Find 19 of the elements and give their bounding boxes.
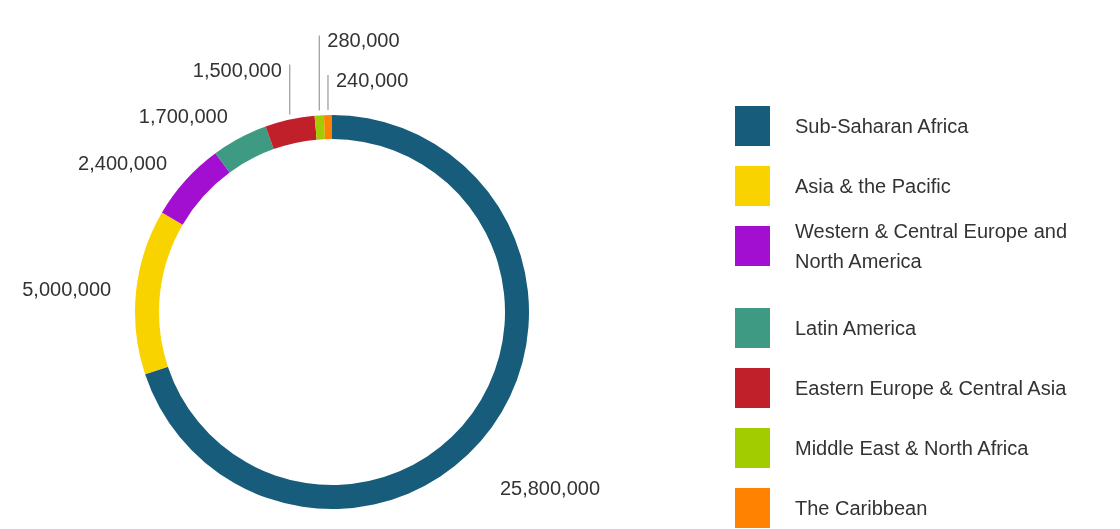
data-label: 5,000,000 xyxy=(22,278,112,300)
donut-slice xyxy=(215,126,274,173)
donut-slice xyxy=(135,212,183,375)
legend-label: Latin America xyxy=(795,317,918,339)
donut-slice xyxy=(314,115,325,140)
data-label: 240,000 xyxy=(335,69,409,92)
legend-label: The Caribbean xyxy=(795,497,928,519)
legend-label: Eastern Europe & Central Asia xyxy=(795,377,1068,399)
donut-slice xyxy=(265,115,317,150)
data-label: 25,800,000 xyxy=(499,477,601,500)
donut-slice xyxy=(323,115,332,140)
data-label: 1,700,000 xyxy=(138,104,228,127)
legend-label: Asia & the Pacific xyxy=(795,175,951,197)
legend-label: Western & Central Europe and North America xyxy=(795,220,1068,272)
data-label: 280,000 xyxy=(327,29,400,52)
data-label: 2,400,000 xyxy=(78,152,168,175)
legend-label: Sub-Saharan Africa xyxy=(795,115,970,137)
data-label: 1,500,000 xyxy=(192,58,282,81)
legend-label: Middle East & North Africa xyxy=(795,437,1030,459)
